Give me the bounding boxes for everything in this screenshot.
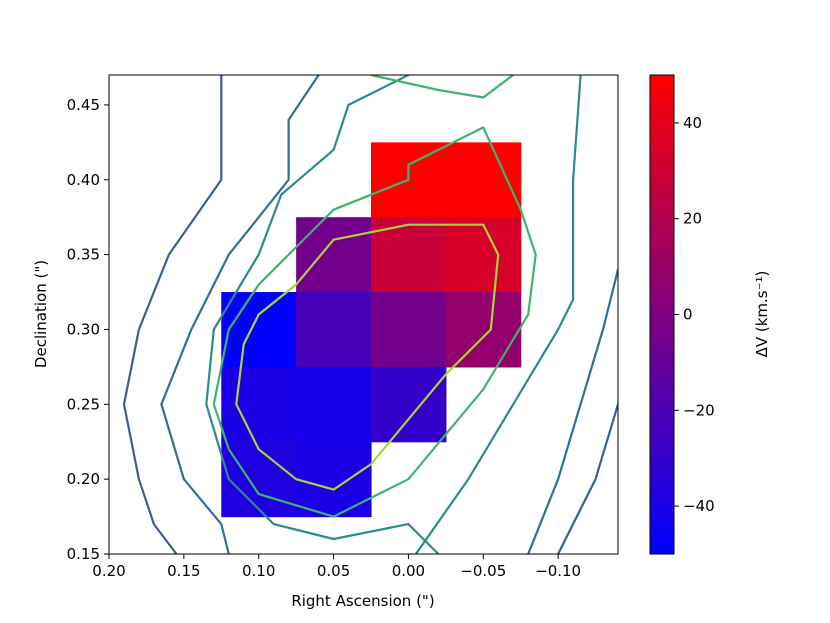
heatmap-cell — [296, 292, 372, 368]
colorbar-tick-label: −20 — [683, 401, 715, 419]
heatmap-cell — [296, 366, 372, 443]
heatmap-cell — [445, 217, 522, 293]
heatmap-cell — [370, 217, 447, 293]
plot-frame — [108, 74, 619, 555]
x-tick-label: 0.05 — [317, 562, 350, 580]
contour-line — [205, 75, 440, 554]
colorbar-tick-label: 20 — [683, 210, 702, 228]
colorbar-label: ΔV (km.s⁻¹) — [753, 271, 771, 358]
colorbar-tick-label: 0 — [683, 306, 693, 324]
contour-line — [556, 403, 618, 554]
heatmap-cell — [445, 142, 522, 218]
contour-line — [212, 126, 537, 518]
heatmap-cell — [221, 441, 297, 518]
x-tick-label: 0.20 — [92, 562, 125, 580]
colorbar-gradient — [649, 74, 675, 555]
colorbar-tick-label: 40 — [683, 114, 702, 132]
x-axis-label: Right Ascension (") — [291, 592, 434, 610]
y-tick-label: 0.40 — [67, 171, 100, 189]
contour-line — [527, 268, 618, 554]
y-tick-label: 0.45 — [67, 96, 100, 114]
y-tick-label: 0.15 — [67, 545, 100, 563]
y-tick-label: 0.20 — [67, 470, 100, 488]
colorbar-tick-label: −40 — [683, 497, 715, 515]
y-axis-ticks: 0.15 0.20 0.25 0.30 0.35 0.40 0.45 — [67, 96, 109, 563]
x-tick-label: −0.10 — [535, 562, 581, 580]
heatmap-cell — [221, 292, 297, 368]
colorbar: 40 20 0 −20 −40 ΔV (km.s⁻¹) — [649, 74, 771, 555]
y-axis-label: Declination (") — [32, 260, 50, 368]
heatmap-cell — [296, 217, 372, 293]
x-axis-ticks: 0.20 0.15 0.10 0.05 0.00 −0.05 −0.10 — [92, 554, 581, 580]
y-tick-label: 0.25 — [67, 395, 100, 413]
heatmap-cell — [445, 292, 522, 368]
heatmap-cell — [370, 366, 447, 443]
plot-area: 0.20 0.15 0.10 0.05 0.00 −0.05 −0.10 0.150.200… — [32, 74, 619, 610]
contour-lines — [122, 75, 618, 554]
contour-line — [414, 75, 582, 554]
heatmap-cell — [370, 292, 447, 368]
contour-line — [235, 223, 500, 491]
contour-line — [369, 75, 515, 99]
x-tick-label: 0.15 — [167, 562, 200, 580]
heatmap-cells — [221, 142, 522, 518]
heatmap-cell — [221, 366, 297, 443]
y-tick-label: 0.35 — [67, 246, 100, 264]
x-tick-label: 0.10 — [242, 562, 275, 580]
heatmap-cell — [296, 441, 372, 518]
y-tick-label: 0.30 — [67, 320, 100, 338]
x-tick-label: 0.00 — [392, 562, 425, 580]
contour-line — [160, 75, 320, 554]
colorbar-ticks: 40 20 0 −20 −40 — [674, 114, 715, 515]
x-tick-label: −0.05 — [460, 562, 506, 580]
contour-line — [122, 75, 223, 554]
